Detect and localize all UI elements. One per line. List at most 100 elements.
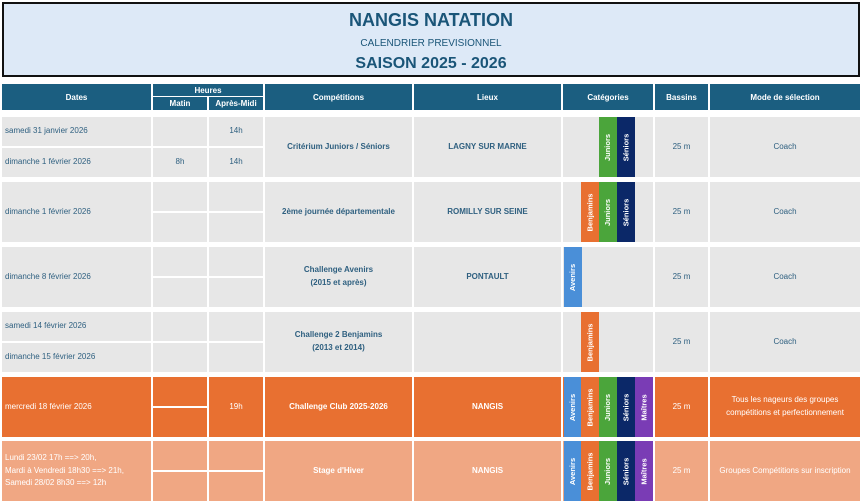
matin-cell — [153, 182, 207, 211]
matin-cell — [153, 441, 207, 470]
category-badge-avenirs: Avenirs — [564, 441, 582, 501]
lieu-cell: ROMILLY SUR SEINE — [414, 182, 561, 242]
category-badge-séniors: Séniors — [617, 441, 635, 501]
date-cell: Lundi 23/02 17h ==> 20h, Mardi à Vendred… — [2, 441, 151, 501]
bassin-cell: 25 m — [655, 247, 708, 307]
bassin-cell: 25 m — [655, 182, 708, 242]
header-bassins: Bassins — [655, 84, 708, 110]
lieu-cell: PONTAULT — [414, 247, 561, 307]
category-label: Benjamins — [585, 323, 595, 361]
category-label: Séniors — [621, 457, 631, 485]
header-apres-midi: Après-Midi — [209, 97, 263, 110]
apres-midi-cell — [209, 343, 263, 372]
header-lieux: Lieux — [414, 84, 561, 110]
category-label: Juniors — [603, 133, 613, 161]
matin-cell — [153, 343, 207, 372]
matin-cell — [153, 472, 207, 501]
apres-midi-cell — [209, 441, 263, 470]
subtitle: CALENDRIER PREVISIONNEL — [360, 38, 502, 49]
category-badge-benjamins: Benjamins — [581, 312, 599, 372]
category-label: Maîtres — [639, 457, 649, 485]
matin-cell — [153, 213, 207, 242]
competition-cell: 2ème journée départementale — [265, 182, 412, 242]
category-badge-maîtres: Maîtres — [635, 441, 653, 501]
header-heures: Heures — [153, 84, 263, 96]
category-badge-benjamins: Benjamins — [581, 182, 599, 242]
header-matin: Matin — [153, 97, 207, 110]
category-label: Benjamins — [585, 193, 595, 231]
lieu-cell — [414, 312, 561, 372]
mode-cell: Coach — [710, 312, 860, 372]
header-competitions: Compétitions — [265, 84, 412, 110]
matin-cell — [153, 247, 207, 276]
category-label: Benjamins — [585, 452, 595, 490]
category-label: Maîtres — [639, 393, 649, 421]
mode-cell: Coach — [710, 247, 860, 307]
apres-midi-cell — [209, 312, 263, 341]
apres-midi-cell: 14h — [209, 148, 263, 177]
category-label: Séniors — [621, 198, 631, 226]
mode-cell: Coach — [710, 117, 860, 177]
category-badge-séniors: Séniors — [617, 377, 635, 437]
competition-cell: Challenge Avenirs (2015 et après) — [265, 247, 412, 307]
apres-midi-cell — [209, 182, 263, 211]
mode-cell: Coach — [710, 182, 860, 242]
matin-cell — [153, 312, 207, 341]
bassin-cell: 25 m — [655, 312, 708, 372]
bassin-cell: 25 m — [655, 377, 708, 437]
bassin-cell: 25 m — [655, 441, 708, 501]
header-dates: Dates — [2, 84, 151, 110]
matin-cell — [153, 377, 207, 406]
date-cell: mercredi 18 février 2026 — [2, 377, 151, 437]
categories-cell — [563, 312, 653, 372]
category-badge-benjamins: Benjamins — [581, 441, 599, 501]
category-label: Benjamins — [585, 388, 595, 426]
lieu-cell: NANGIS — [414, 377, 561, 437]
matin-cell — [153, 278, 207, 307]
apres-midi-cell — [209, 247, 263, 276]
category-label: Séniors — [621, 393, 631, 421]
category-badge-avenirs: Avenirs — [564, 247, 582, 307]
apres-midi-cell: 19h — [209, 377, 263, 437]
season: SAISON 2025 - 2026 — [355, 55, 507, 72]
apres-midi-cell — [209, 213, 263, 242]
apres-midi-cell — [209, 278, 263, 307]
category-badge-juniors: Juniors — [599, 117, 617, 177]
category-badge-benjamins: Benjamins — [581, 377, 599, 437]
date-cell: dimanche 1 février 2026 — [2, 182, 151, 242]
competition-cell: Stage d'Hiver — [265, 441, 412, 501]
category-badge-juniors: Juniors — [599, 377, 617, 437]
lieu-cell: LAGNY SUR MARNE — [414, 117, 561, 177]
bassin-cell: 25 m — [655, 117, 708, 177]
category-label: Juniors — [603, 393, 613, 421]
competition-cell: Challenge 2 Benjamins (2013 et 2014) — [265, 312, 412, 372]
apres-midi-cell — [209, 472, 263, 501]
matin-cell — [153, 117, 207, 146]
competition-cell: Critérium Juniors / Séniors — [265, 117, 412, 177]
category-badge-juniors: Juniors — [599, 441, 617, 501]
category-badge-séniors: Séniors — [617, 117, 635, 177]
category-label: Avenirs — [568, 263, 578, 291]
category-badge-avenirs: Avenirs — [564, 377, 582, 437]
category-label: Avenirs — [568, 393, 578, 421]
category-badge-juniors: Juniors — [599, 182, 617, 242]
date-cell: dimanche 8 février 2026 — [2, 247, 151, 307]
category-label: Juniors — [603, 457, 613, 485]
date-cell: dimanche 15 février 2026 — [2, 343, 151, 372]
header-categories: Catégories — [563, 84, 653, 110]
club-name: NANGIS NATATION — [349, 10, 513, 30]
category-badge-séniors: Séniors — [617, 182, 635, 242]
date-cell: samedi 31 janvier 2026 — [2, 117, 151, 146]
lieu-cell: NANGIS — [414, 441, 561, 501]
matin-cell: 8h — [153, 148, 207, 177]
apres-midi-cell: 14h — [209, 117, 263, 146]
matin-cell — [153, 408, 207, 437]
category-badge-maîtres: Maîtres — [635, 377, 653, 437]
category-label: Avenirs — [568, 457, 578, 485]
category-label: Juniors — [603, 198, 613, 226]
category-label: Séniors — [621, 133, 631, 161]
title-banner: NANGIS NATATION CALENDRIER PREVISIONNEL … — [2, 2, 860, 77]
competition-cell: Challenge Club 2025-2026 — [265, 377, 412, 437]
mode-cell: Tous les nageurs des groupes compétition… — [710, 377, 860, 437]
date-cell: samedi 14 février 2026 — [2, 312, 151, 341]
